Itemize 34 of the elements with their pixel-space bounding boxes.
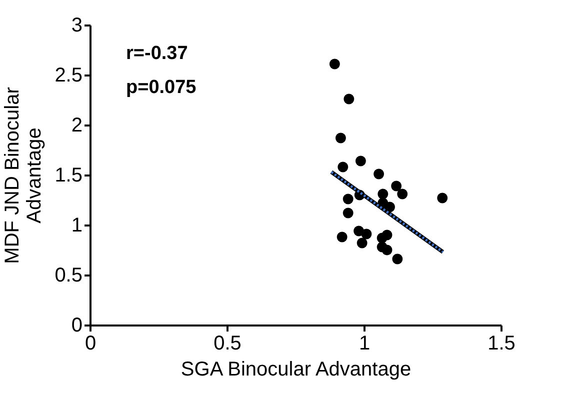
y-tick-label: 0.5 (54, 264, 82, 286)
y-tick-label: 1.5 (54, 164, 82, 186)
y-tick-label: 2 (71, 114, 82, 136)
y-tick-label: 1 (71, 214, 82, 236)
x-tick-label: 0 (84, 332, 96, 354)
point (392, 254, 403, 264)
point (344, 94, 354, 104)
point (397, 188, 408, 200)
point (437, 192, 448, 204)
annotation: p=0.075 (126, 77, 197, 98)
point (338, 162, 348, 172)
x-tick-label: 1.5 (488, 332, 516, 354)
point (335, 132, 346, 144)
point (336, 232, 348, 242)
point (361, 228, 372, 240)
y-tick-label: 3 (71, 14, 82, 36)
point (391, 180, 402, 192)
x-tick-label: 0.5 (214, 332, 242, 354)
point (355, 156, 366, 166)
annotation: r=-0.37 (126, 43, 188, 64)
point (329, 58, 340, 70)
point (342, 194, 354, 204)
point (384, 202, 395, 212)
x-axis-title: SGA Binocular Advantage (180, 358, 412, 380)
y-axis-title: MDF JND Binocular Advantage (2, 86, 46, 264)
point (378, 188, 388, 200)
point (342, 208, 354, 218)
point (356, 238, 368, 248)
point (374, 168, 384, 180)
y-tick-label: 0 (71, 314, 82, 336)
y-tick-label: 2.5 (54, 64, 82, 86)
point (376, 232, 388, 244)
point (382, 244, 392, 256)
x-tick-label: 1 (358, 332, 370, 354)
